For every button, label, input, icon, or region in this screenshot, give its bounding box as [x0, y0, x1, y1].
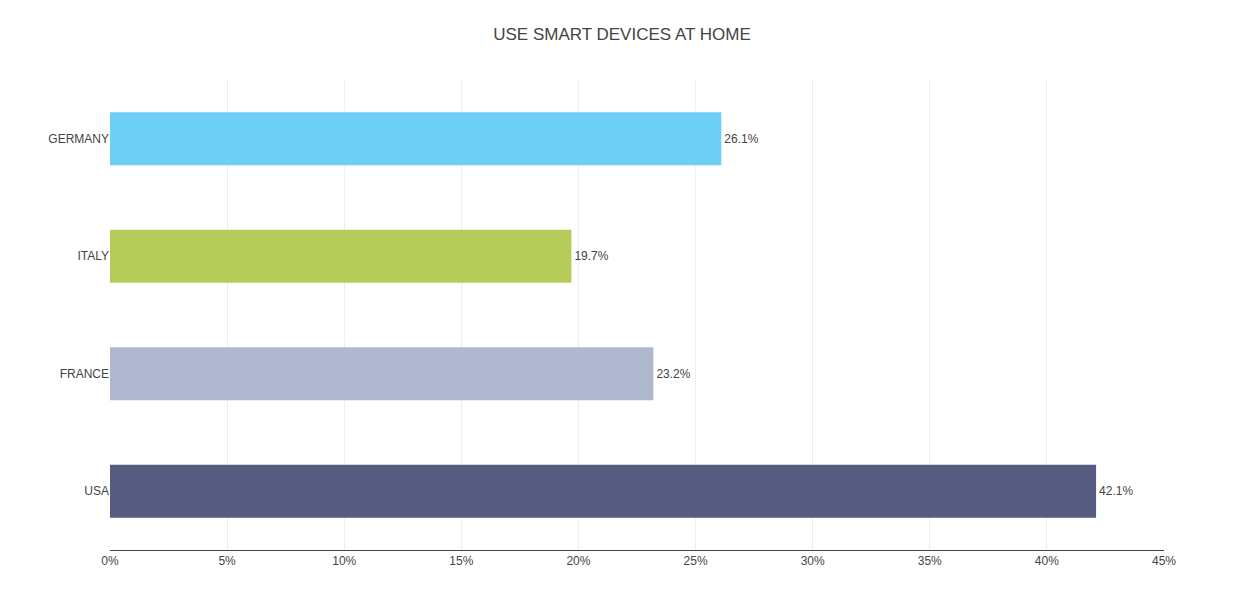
svg-text:15%: 15% — [449, 554, 473, 568]
svg-text:45%: 45% — [1152, 554, 1176, 568]
svg-text:35%: 35% — [918, 554, 942, 568]
svg-text:USE SMART DEVICES AT HOME: USE SMART DEVICES AT HOME — [493, 25, 751, 44]
svg-text:42.1%: 42.1% — [1099, 484, 1133, 498]
svg-text:USA: USA — [84, 484, 109, 498]
svg-text:25%: 25% — [684, 554, 708, 568]
svg-text:30%: 30% — [801, 554, 825, 568]
svg-text:23.2%: 23.2% — [656, 367, 690, 381]
svg-text:0%: 0% — [101, 554, 119, 568]
svg-text:5%: 5% — [218, 554, 236, 568]
svg-text:20%: 20% — [566, 554, 590, 568]
svg-text:26.1%: 26.1% — [724, 132, 758, 146]
svg-text:FRANCE: FRANCE — [60, 367, 109, 381]
svg-text:ITALY: ITALY — [77, 249, 109, 263]
svg-text:10%: 10% — [332, 554, 356, 568]
svg-text:19.7%: 19.7% — [574, 249, 608, 263]
svg-text:GERMANY: GERMANY — [48, 132, 109, 146]
svg-text:40%: 40% — [1035, 554, 1059, 568]
